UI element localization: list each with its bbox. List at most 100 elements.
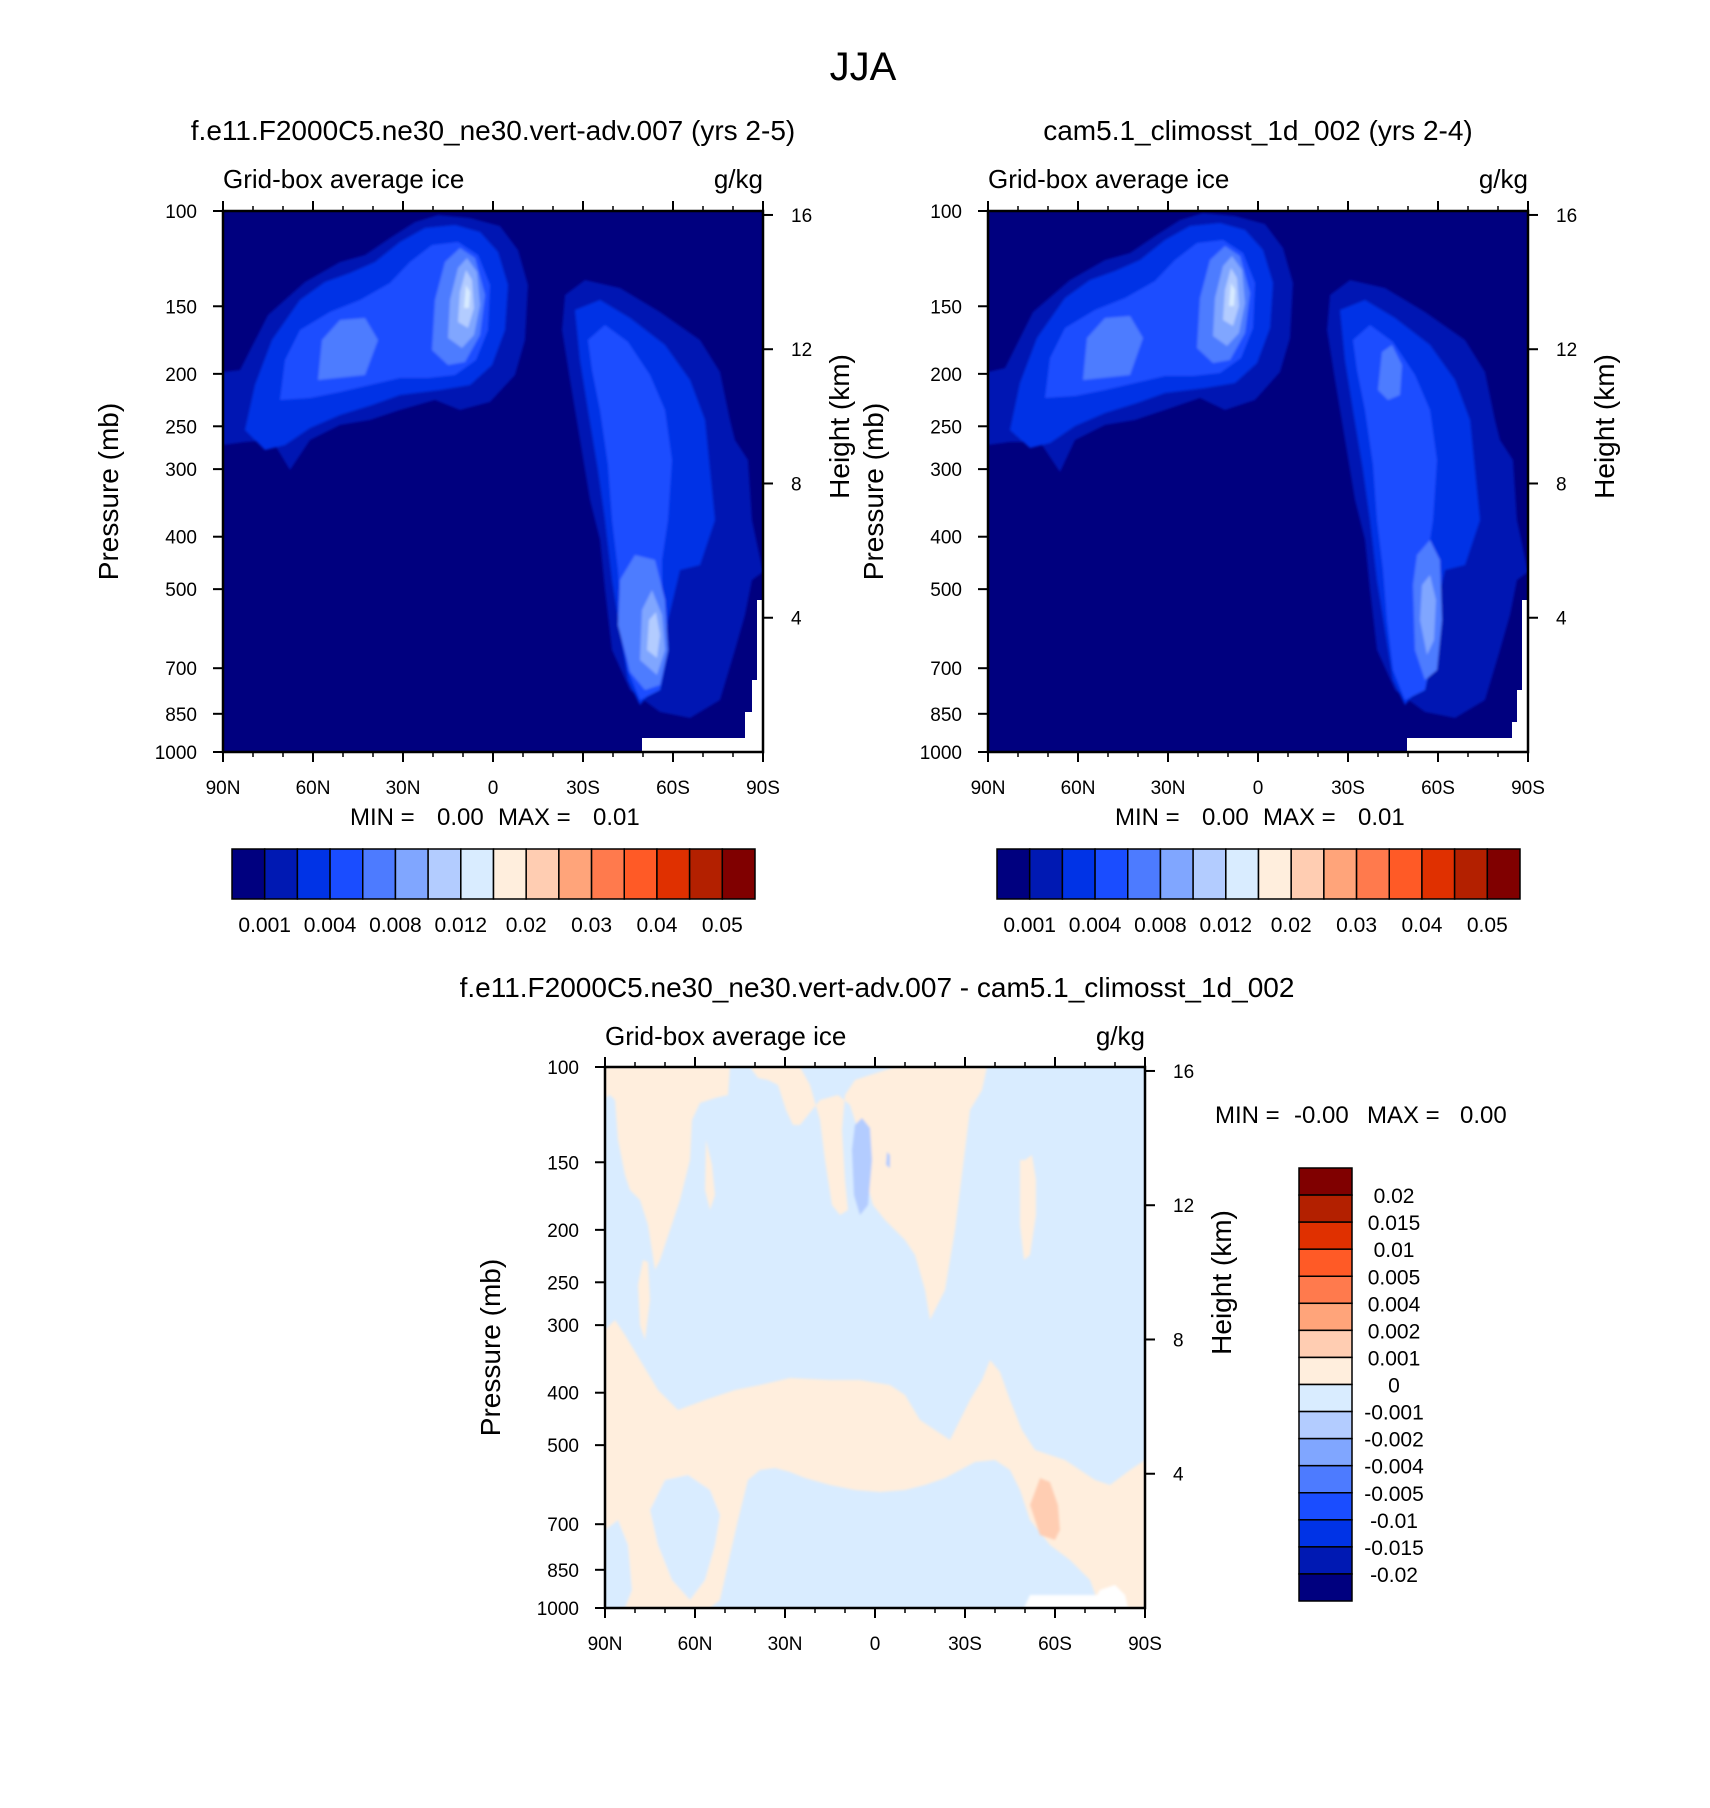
colorbar-label: 0.05: [702, 914, 743, 937]
colorbar-box: [1486, 848, 1521, 900]
y2-tick-label: 4: [1556, 609, 1567, 630]
colorbar-box: [460, 848, 495, 900]
colorbar-box: [1192, 848, 1227, 900]
colorbar-label: 0: [1388, 1375, 1400, 1398]
colorbar-box: [1298, 1167, 1353, 1196]
panel-test: cam5.1_climosst_1d_002 (yrs 2-4) Grid-bo…: [858, 115, 1620, 937]
colorbar-label: -0.02: [1370, 1564, 1418, 1587]
y2-tick-label: 16: [1556, 206, 1577, 227]
colorbar-box: [1298, 1519, 1353, 1548]
colorbar-box: [1298, 1248, 1353, 1277]
colorbar-label: 0.005: [1368, 1266, 1421, 1289]
colorbar-box: [558, 848, 593, 900]
colorbar-label: -0.001: [1364, 1402, 1424, 1425]
panel-title: f.e11.F2000C5.ne30_ne30.vert-adv.007 - c…: [460, 972, 1295, 1003]
y2-tick-label: 8: [1556, 474, 1567, 495]
colorbar-label: 0.008: [1134, 914, 1187, 937]
axes: 90N 60N 30N 0 30S 60S 90S 100 150 200 250 300 400 500…: [475, 1057, 1237, 1655]
max-label: MAX =: [498, 804, 571, 831]
min-value: 0.00: [1202, 804, 1249, 831]
panel-title: f.e11.F2000C5.ne30_ne30.vert-adv.007 (yr…: [191, 115, 795, 146]
colorbar-box: [1298, 1329, 1353, 1359]
y-tick-label: 850: [165, 705, 197, 726]
x-tick-label: 60S: [656, 778, 690, 799]
colorbar-label: 0.01: [1374, 1239, 1415, 1262]
y-tick-label: 150: [547, 1153, 579, 1174]
colorbar-box: [1094, 848, 1129, 900]
colorbar-box: [1298, 1437, 1353, 1467]
colorbar-label: 0.008: [369, 914, 422, 937]
y-tick-label: 100: [930, 202, 962, 223]
colorbar-box: [1257, 848, 1292, 900]
colorbar-box: [1298, 1194, 1353, 1223]
units-label: g/kg: [1096, 1021, 1145, 1051]
contour-field: [988, 211, 1528, 752]
colorbar-label: -0.01: [1370, 1510, 1418, 1533]
colorbar-box: [1225, 848, 1260, 900]
y2-tick-label: 12: [791, 340, 812, 361]
colorbar-label: 0.04: [637, 914, 678, 937]
colorbar-box: [394, 848, 429, 900]
y-tick-label: 200: [547, 1221, 579, 1242]
colorbar-box: [1453, 848, 1489, 900]
colorbar-box: [525, 848, 560, 900]
colorbar-box: [656, 848, 691, 900]
colorbar-box: [996, 848, 1031, 900]
x-tick-label: 90S: [746, 778, 780, 799]
x-tick-label: 30S: [948, 1634, 982, 1655]
colorbar-box: [1298, 1492, 1353, 1521]
panel-difference: f.e11.F2000C5.ne30_ne30.vert-adv.007 - c…: [460, 972, 1507, 1655]
x-tick-label: 90N: [206, 778, 241, 799]
colorbar-box: [1298, 1383, 1353, 1413]
y2-axis-title: Height (km): [1206, 1210, 1237, 1355]
colorbar-box: [1298, 1275, 1353, 1305]
colorbar-box: [1061, 848, 1096, 900]
colorbar-box: [1421, 848, 1456, 900]
colorbar-box: [1323, 848, 1358, 900]
y-tick-label: 250: [165, 417, 197, 438]
y2-axis-title: Height (km): [824, 354, 855, 499]
y-tick-label: 400: [547, 1384, 579, 1405]
units-label: g/kg: [1479, 164, 1528, 194]
colorbar-box: [362, 848, 397, 900]
y2-tick-label: 8: [791, 474, 802, 495]
colorbar: 0.02 0.015 0.01 0.005 0.004 0.002 0.001 0 -0.001…: [1298, 1167, 1424, 1602]
y2-tick-label: 4: [1173, 1465, 1184, 1486]
y2-tick-label: 8: [1173, 1330, 1184, 1351]
colorbar-label: 0.001: [1368, 1347, 1421, 1370]
y-axis-title: Pressure (mb): [475, 1259, 506, 1436]
colorbar-label: 0.05: [1467, 914, 1508, 937]
field-label: Grid-box average ice: [988, 164, 1229, 194]
colorbar-box: [263, 848, 299, 900]
panel-control: f.e11.F2000C5.ne30_ne30.vert-adv.007 (yr…: [93, 115, 855, 937]
colorbar: 0.001 0.004 0.008 0.012 0.02 0.03 0.04 0.05: [996, 848, 1521, 937]
panel-title: cam5.1_climosst_1d_002 (yrs 2-4): [1043, 115, 1473, 146]
y-tick-label: 700: [547, 1515, 579, 1536]
colorbar-box: [231, 848, 266, 900]
y-tick-label: 850: [547, 1561, 579, 1582]
y-axis-title: Pressure (mb): [858, 403, 889, 580]
colorbar-label: 0.002: [1368, 1320, 1421, 1343]
max-value: 0.01: [1358, 804, 1405, 831]
colorbar-label: 0.02: [1374, 1185, 1415, 1208]
min-label: MIN =: [1115, 804, 1180, 831]
y-tick-label: 150: [165, 297, 197, 318]
y-tick-label: 300: [165, 460, 197, 481]
colorbar-label: 0.012: [1200, 914, 1253, 937]
x-tick-label: 60N: [678, 1634, 713, 1655]
x-tick-label: 30N: [1151, 778, 1186, 799]
colorbar-label: -0.002: [1364, 1429, 1424, 1452]
y2-tick-label: 16: [791, 206, 812, 227]
y-tick-label: 150: [930, 297, 962, 318]
x-tick-label: 0: [870, 1634, 881, 1655]
y2-tick-label: 12: [1556, 340, 1577, 361]
min-label: MIN =: [1215, 1102, 1280, 1129]
field-label: Grid-box average ice: [605, 1021, 846, 1051]
x-tick-label: 60N: [296, 778, 331, 799]
colorbar-box: [1298, 1573, 1353, 1602]
field-label: Grid-box average ice: [223, 164, 464, 194]
colorbar-label: 0.004: [1069, 914, 1122, 937]
colorbar-label: 0.02: [506, 914, 547, 937]
colorbar-box: [623, 848, 658, 900]
